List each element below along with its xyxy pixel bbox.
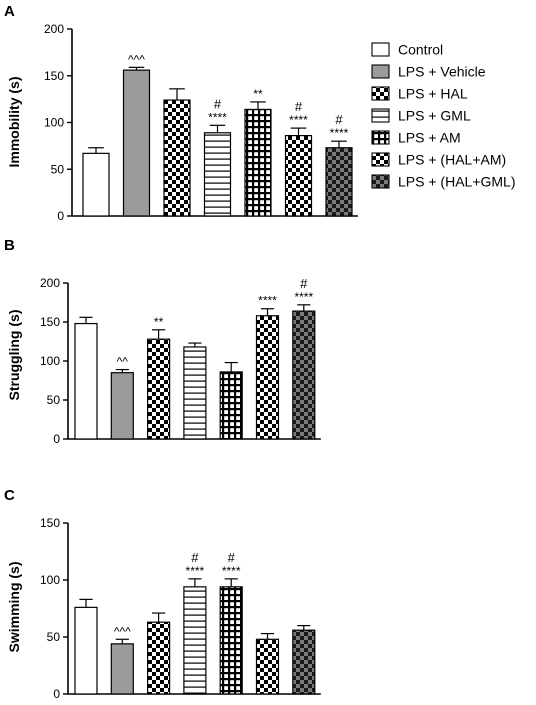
legend-label: LPS + HAL xyxy=(398,86,468,102)
bar-1 xyxy=(74,322,98,440)
legend-swatch xyxy=(371,174,390,189)
significance-label: **** xyxy=(294,290,313,304)
bar-5 xyxy=(219,586,243,695)
y-tick-label: 50 xyxy=(47,630,61,644)
y-tick-label: 0 xyxy=(53,687,60,701)
y-tick-label: 200 xyxy=(40,276,60,290)
legend-swatch xyxy=(371,108,390,123)
bar-4 xyxy=(183,346,207,440)
significance-label: **** xyxy=(289,113,308,127)
legend-label: LPS + (HAL+AM) xyxy=(398,152,506,168)
bar-4 xyxy=(183,586,207,695)
significance-label: # xyxy=(335,112,343,127)
y-tick-label: 50 xyxy=(51,162,65,176)
significance-label: ^^^ xyxy=(114,624,131,638)
panel-B-label: B xyxy=(4,237,15,254)
legend: Control LPS + Vehicle LPS + HAL LPS + GML LP… xyxy=(371,42,516,190)
bar-1 xyxy=(82,152,110,217)
y-tick-label: 50 xyxy=(47,393,61,407)
y-tick-label: 150 xyxy=(40,315,60,329)
y-tick-label: 100 xyxy=(40,354,60,368)
legend-label: LPS + GML xyxy=(398,108,471,124)
bar-5 xyxy=(219,371,243,440)
bar-4 xyxy=(203,132,232,217)
bar-3 xyxy=(163,99,191,217)
bar-7 xyxy=(292,629,316,695)
significance-label: # xyxy=(300,276,308,291)
bar-1 xyxy=(74,606,98,695)
significance-label: ^^^ xyxy=(128,52,145,66)
panel-A-y-axis-label: Immobility (s) xyxy=(6,76,22,167)
y-tick-label: 100 xyxy=(44,116,64,130)
significance-label: ** xyxy=(253,87,263,101)
bar-3 xyxy=(147,621,171,695)
legend-label: Control xyxy=(398,42,443,58)
panel-A-label: A xyxy=(4,3,15,20)
bar-6 xyxy=(255,315,280,440)
significance-label: **** xyxy=(258,294,277,308)
panel-C-label: C xyxy=(4,487,15,504)
significance-label: **** xyxy=(222,564,241,578)
significance-label: # xyxy=(214,96,222,111)
bar-6 xyxy=(255,638,280,695)
significance-label: ** xyxy=(154,315,164,329)
significance-label: **** xyxy=(208,110,227,124)
legend-swatch xyxy=(371,130,390,145)
bar-7 xyxy=(325,147,353,217)
y-tick-label: 150 xyxy=(40,516,60,530)
significance-label: **** xyxy=(330,126,349,140)
bar-7 xyxy=(292,310,316,440)
bar-5 xyxy=(244,108,272,217)
bar-2 xyxy=(110,372,134,440)
legend-label: LPS + (HAL+GML) xyxy=(398,174,516,190)
legend-label: LPS + Vehicle xyxy=(398,64,486,80)
y-tick-label: 150 xyxy=(44,69,64,83)
legend-label: LPS + AM xyxy=(398,130,461,146)
significance-label: # xyxy=(295,99,303,114)
significance-label: # xyxy=(228,550,236,565)
legend-swatch xyxy=(371,152,390,167)
y-tick-label: 200 xyxy=(44,22,64,36)
y-tick-label: 0 xyxy=(53,432,60,446)
legend-swatch xyxy=(371,64,390,79)
legend-swatch xyxy=(371,42,390,57)
panel-B-y-axis-label: Struggling (s) xyxy=(6,310,22,401)
bar-6 xyxy=(284,134,313,217)
bar-2 xyxy=(122,69,151,217)
significance-label: **** xyxy=(186,564,205,578)
significance-label: # xyxy=(191,550,199,565)
significance-label: ^^ xyxy=(117,355,129,369)
y-tick-label: 100 xyxy=(40,573,60,587)
panel-C-y-axis-label: Swimming (s) xyxy=(6,561,22,652)
panel-B: B Struggling (s) 050100150200^^******#**… xyxy=(4,237,321,446)
panel-A: A Immobility (s) 050100150200^^^#******#… xyxy=(4,3,358,223)
y-tick-label: 0 xyxy=(57,209,64,223)
bar-3 xyxy=(147,338,171,440)
legend-swatch xyxy=(371,86,390,101)
bar-2 xyxy=(110,643,134,695)
